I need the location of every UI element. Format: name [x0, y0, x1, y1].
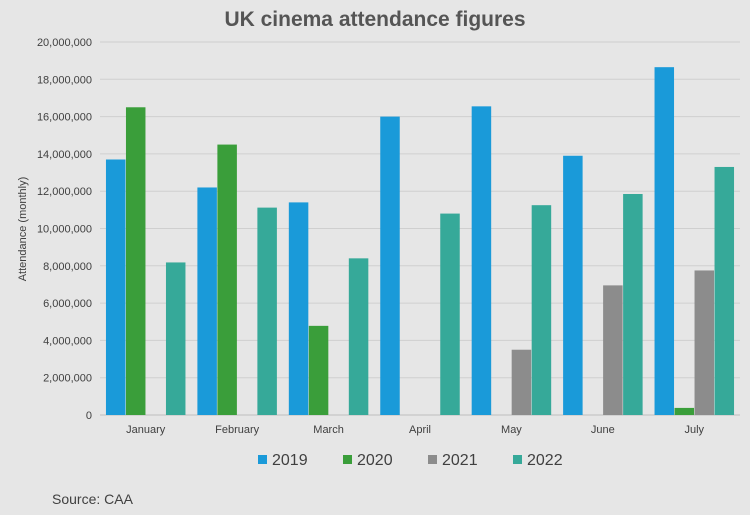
x-tick-label: July: [685, 424, 705, 436]
legend-swatch-2019: [258, 455, 267, 464]
bar-2019-march: [288, 202, 309, 415]
x-tick-label: April: [409, 424, 431, 436]
bar-2021-may: [511, 349, 532, 415]
legend-swatch-2022: [513, 455, 522, 464]
y-axis-ticks: 0 2,000,000 4,000,000 6,000,000 8,000,000 10,…: [37, 37, 92, 422]
bar-2019-july: [654, 67, 675, 416]
bar-2022-march: [348, 258, 369, 415]
x-tick-label: June: [591, 424, 615, 436]
legend-label-2021: 2021: [442, 452, 478, 469]
y-tick-label: 16,000,000: [37, 112, 92, 124]
y-tick-label: 2,000,000: [43, 373, 92, 385]
y-tick-label: 0: [86, 410, 92, 422]
bar-2019-april: [380, 116, 400, 415]
x-tick-label: February: [215, 424, 260, 436]
y-tick-label: 20,000,000: [37, 37, 92, 49]
chart-title: UK cinema attendance figures: [224, 8, 526, 31]
y-tick-label: 14,000,000: [37, 149, 92, 161]
source-note: Source: CAA: [52, 491, 133, 507]
gridlines: [100, 41, 740, 416]
bars: [105, 67, 735, 416]
legend-label-2022: 2022: [527, 452, 563, 469]
legend-swatch-2021: [428, 455, 437, 464]
bar-2022-july: [714, 166, 735, 415]
x-tick-label: January: [126, 424, 166, 436]
bar-2020-february: [217, 144, 237, 415]
y-tick-label: 10,000,000: [37, 224, 92, 236]
y-tick-label: 8,000,000: [43, 261, 92, 273]
legend: 2019 2020 2021 2022: [258, 452, 563, 469]
bar-2019-january: [105, 159, 126, 415]
bar-2022-january: [165, 262, 186, 415]
bar-2022-may: [531, 205, 552, 415]
legend-swatch-2020: [343, 455, 352, 464]
bar-2022-february: [257, 207, 277, 415]
bar-2022-april: [440, 213, 460, 415]
legend-label-2020: 2020: [357, 452, 393, 469]
legend-label-2019: 2019: [272, 452, 308, 469]
bar-2020-march: [308, 325, 329, 415]
bar-2022-june: [623, 193, 643, 415]
x-axis-ticks: January February March April May June July: [126, 424, 704, 436]
y-tick-label: 6,000,000: [43, 298, 92, 310]
y-tick-label: 12,000,000: [37, 186, 92, 198]
bar-2019-february: [197, 187, 217, 415]
bar-2021-july: [694, 270, 715, 415]
y-axis-label: Attendance (monthly): [17, 177, 29, 282]
bar-2019-june: [563, 155, 583, 415]
x-tick-label: May: [501, 424, 522, 436]
y-tick-label: 4,000,000: [43, 335, 92, 347]
bar-2020-january: [125, 107, 146, 416]
bar-2020-july: [674, 407, 695, 415]
bar-2021-june: [603, 285, 623, 415]
x-tick-label: March: [313, 424, 344, 436]
bar-2019-may: [471, 106, 492, 415]
y-tick-label: 18,000,000: [37, 74, 92, 86]
